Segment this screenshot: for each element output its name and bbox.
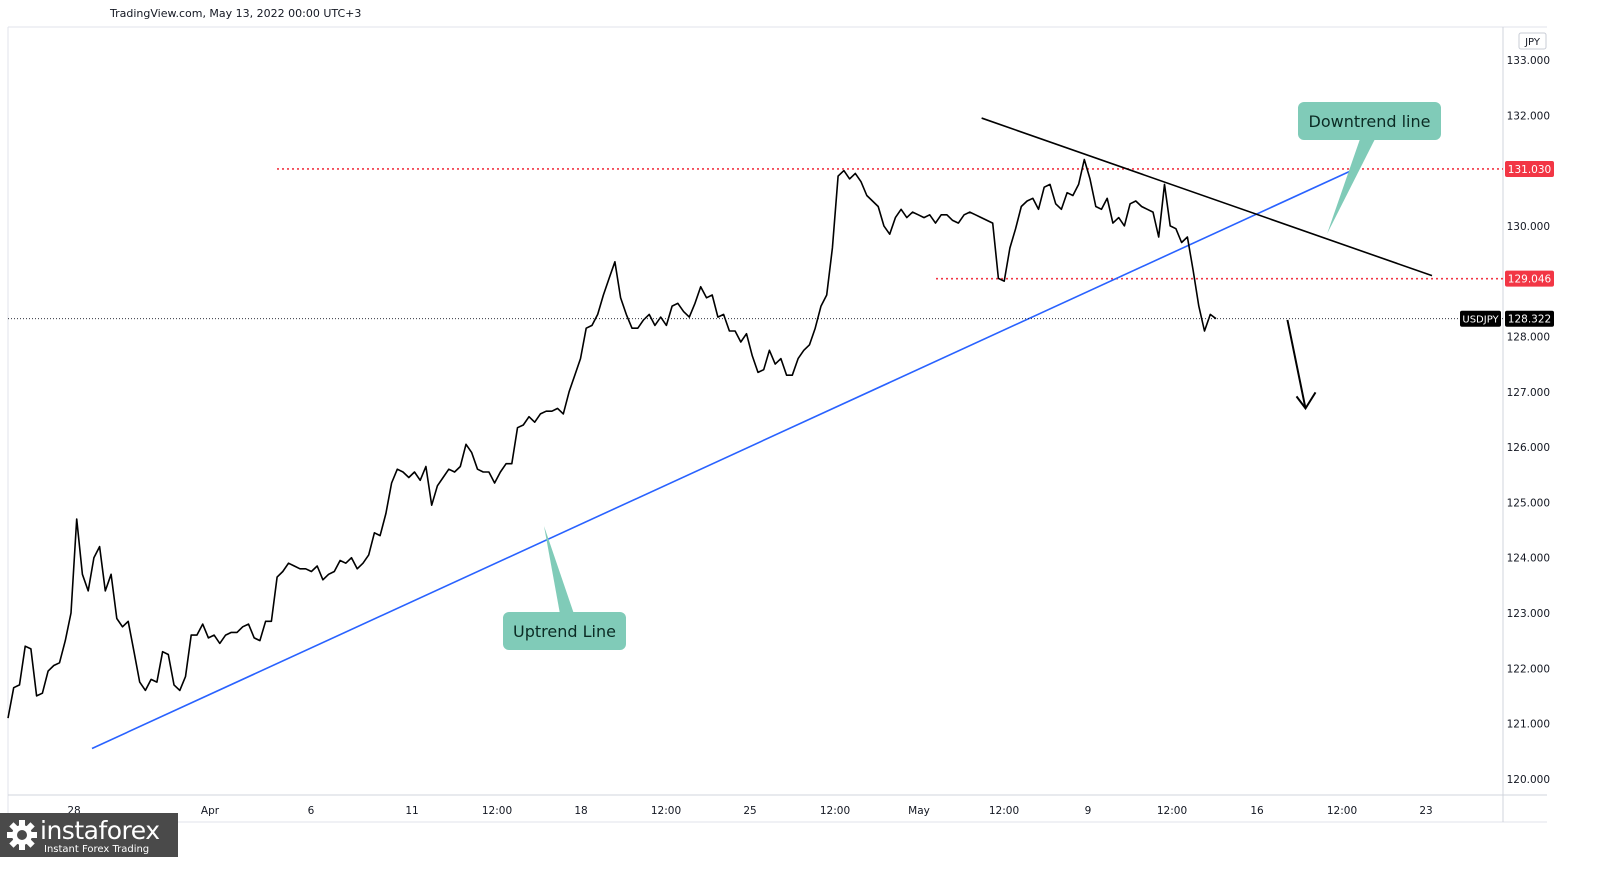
x-tick-label: 18 [574, 805, 587, 817]
y-tick-label: 120.000 [1507, 774, 1550, 786]
brand-name: instaforex [40, 816, 160, 845]
y-tick-label: 122.000 [1507, 663, 1550, 675]
x-tick-label: 12:00 [482, 805, 512, 817]
level-tag [1505, 160, 1554, 177]
downtrend-callout-pointer [1327, 139, 1375, 234]
instaforex-logo: instaforex Instant Forex Trading [0, 813, 178, 857]
y-tick-label: 132.000 [1507, 110, 1550, 122]
x-tick-label: 12:00 [1157, 805, 1187, 817]
time-axis: 28 Apr 6 11 12:00 18 12:00 25 12:00 May 12:00 9 12:0… [67, 805, 1432, 817]
y-tick-label: 127.000 [1507, 387, 1550, 399]
last-price-label: 128.322 [1508, 314, 1551, 326]
x-tick-label: 12:00 [651, 805, 681, 817]
uptrend-line [91, 169, 1352, 750]
projection-arrow [1286, 319, 1317, 411]
x-tick-label: Apr [201, 805, 220, 817]
currency-badge: JPY [1518, 32, 1547, 50]
symbol-label: USDJPY [1462, 315, 1499, 326]
x-tick-label: 12:00 [1327, 805, 1357, 817]
x-tick-label: 25 [743, 805, 756, 817]
x-tick-label: 16 [1250, 805, 1264, 817]
x-tick-label: 12:00 [989, 805, 1019, 817]
y-tick-label: 125.000 [1507, 497, 1550, 509]
level-label: 129.046 [1508, 274, 1552, 286]
y-tick-label: 123.000 [1507, 608, 1550, 620]
x-tick-label: May [908, 805, 930, 817]
level-tag [1505, 270, 1554, 287]
last-price-marker: USDJPY 128.322 [8, 310, 1554, 327]
downtrend-line [981, 117, 1433, 277]
projection-arrow-shaft [1286, 319, 1307, 409]
y-tick-label: 128.000 [1507, 332, 1550, 344]
usdjpy-price-line [7, 158, 1217, 719]
level-label: 131.030 [1508, 164, 1551, 176]
x-tick-label: 11 [405, 805, 418, 817]
symbol-tag [1460, 310, 1501, 327]
x-tick-label: 12:00 [820, 805, 850, 817]
downtrend-callout: Downtrend line [1298, 102, 1441, 140]
currency-label: JPY [1524, 37, 1541, 48]
x-tick-label: 6 [308, 805, 315, 817]
uptrend-callout: Uptrend Line [503, 612, 626, 650]
gear-logo-icon [7, 820, 37, 850]
y-tick-label: 130.000 [1507, 221, 1550, 233]
last-price-tag [1505, 310, 1554, 327]
price-series [7, 158, 1217, 719]
y-tick-label: 124.000 [1507, 553, 1550, 565]
y-tick-label: 126.000 [1507, 442, 1550, 454]
projection-arrow-head [1295, 391, 1317, 411]
x-tick-label: 9 [1085, 805, 1092, 817]
y-tick-label: 121.000 [1507, 719, 1550, 731]
horizontal-levels: 131.030 129.046 [277, 160, 1554, 287]
brand-tagline: Instant Forex Trading [44, 844, 150, 855]
x-tick-label: 23 [1419, 805, 1432, 817]
uptrend-callout-pointer [544, 526, 574, 614]
y-tick-label: 133.000 [1507, 55, 1550, 67]
trendlines [91, 117, 1433, 750]
chart-source-header: TradingView.com, May 13, 2022 00:00 UTC+… [110, 7, 362, 20]
